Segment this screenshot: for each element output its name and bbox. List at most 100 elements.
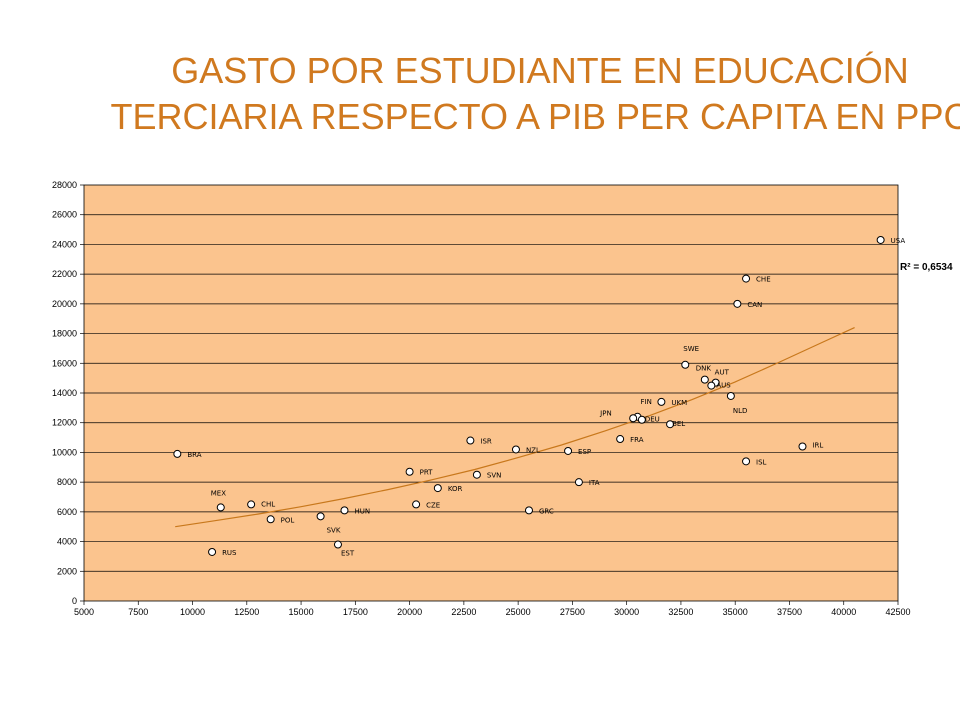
point-label-svk: SVK	[327, 526, 341, 534]
x-tick-label-17500: 17500	[343, 607, 368, 617]
point-grc	[524, 506, 533, 515]
point-usa	[876, 235, 885, 244]
y-tick-label-14000: 14000	[52, 388, 77, 398]
point-label-can: CAN	[747, 301, 762, 309]
point-aus	[707, 381, 716, 390]
y-tick-label-6000: 6000	[57, 507, 77, 517]
x-tick-label-37500: 37500	[777, 607, 802, 617]
point-label-aut: AUT	[715, 369, 730, 377]
x-tick-label-32500: 32500	[668, 607, 693, 617]
point-nzl	[511, 445, 520, 454]
point-label-usa: USA	[891, 237, 906, 245]
point-svk	[316, 512, 325, 521]
point-prt	[405, 467, 414, 476]
y-tick-label-28000: 28000	[52, 180, 77, 190]
x-tick-label-7500: 7500	[128, 607, 148, 617]
point-label-esp: ESP	[578, 448, 591, 456]
point-chl	[247, 500, 256, 509]
y-tick-label-12000: 12000	[52, 418, 77, 428]
x-tick-label-42500: 42500	[885, 607, 910, 617]
x-tick-label-15000: 15000	[289, 607, 314, 617]
point-label-bra: BRA	[187, 451, 201, 459]
point-pol	[266, 515, 275, 524]
point-isl	[742, 457, 751, 466]
point-fra	[616, 435, 625, 444]
point-label-chl: CHL	[261, 500, 275, 508]
point-est	[333, 540, 342, 549]
point-isr	[466, 436, 475, 445]
chart-title: GASTO POR ESTUDIANTE EN EDUCACIÓN TERCIA…	[60, 48, 960, 140]
chart-title-line-2: TERCIARIA RESPECTO A PIB PER CAPITA EN P…	[110, 96, 960, 137]
point-label-svn: SVN	[487, 472, 501, 480]
point-bra	[173, 449, 182, 458]
point-label-rus: RUS	[222, 549, 237, 557]
r-squared-label: R² = 0,6534	[900, 262, 953, 273]
y-tick-label-10000: 10000	[52, 447, 77, 457]
point-dnk	[700, 375, 709, 384]
point-label-prt: PRT	[420, 469, 434, 477]
point-label-pol: POL	[281, 516, 295, 524]
point-deu	[637, 415, 646, 424]
point-hun	[340, 506, 349, 515]
point-label-ukm: UKM	[671, 399, 687, 407]
x-tick-label-5000: 5000	[74, 607, 94, 617]
point-che	[742, 274, 751, 283]
chart-title-line-1: GASTO POR ESTUDIANTE EN EDUCACIÓN	[171, 50, 909, 91]
point-nld	[726, 391, 735, 400]
point-label-jpn: JPN	[599, 409, 612, 417]
point-can	[733, 299, 742, 308]
x-tick-label-25000: 25000	[506, 607, 531, 617]
point-mex	[216, 503, 225, 512]
point-label-irl: IRL	[812, 441, 823, 449]
point-swe	[681, 360, 690, 369]
y-tick-label-24000: 24000	[52, 239, 77, 249]
point-esp	[564, 446, 573, 455]
point-svn	[472, 470, 481, 479]
trend-line	[175, 327, 855, 528]
point-label-fra: FRA	[630, 436, 644, 444]
point-label-dnk: DNK	[696, 365, 712, 373]
point-label-nzl: NZL	[526, 446, 540, 454]
y-tick-label-0: 0	[72, 596, 77, 606]
point-label-deu: DEU	[645, 416, 660, 424]
y-tick-label-16000: 16000	[52, 358, 77, 368]
point-label-isr: ISR	[480, 438, 492, 446]
point-label-fin: FIN	[641, 398, 652, 406]
y-tick-label-18000: 18000	[52, 329, 77, 339]
x-tick-label-35000: 35000	[723, 607, 748, 617]
y-tick-label-20000: 20000	[52, 299, 77, 309]
point-cze	[412, 500, 421, 509]
y-tick-label-4000: 4000	[57, 537, 77, 547]
point-label-che: CHE	[756, 276, 771, 284]
y-tick-label-2000: 2000	[57, 566, 77, 576]
x-tick-label-27500: 27500	[560, 607, 585, 617]
point-irl	[798, 442, 807, 451]
point-label-aus: AUS	[716, 382, 731, 390]
point-label-est: EST	[341, 550, 355, 558]
y-tick-label-8000: 8000	[57, 477, 77, 487]
point-label-kor: KOR	[448, 485, 463, 493]
y-tick-label-22000: 22000	[52, 269, 77, 279]
x-tick-label-40000: 40000	[831, 607, 856, 617]
point-kor	[433, 484, 442, 493]
point-label-swe: SWE	[683, 345, 699, 353]
point-ukm	[657, 397, 666, 406]
point-label-bel: BEL	[672, 420, 685, 428]
point-label-mex: MEX	[211, 489, 226, 497]
point-label-isl: ISL	[756, 458, 767, 466]
x-tick-label-30000: 30000	[614, 607, 639, 617]
x-tick-label-12500: 12500	[234, 607, 259, 617]
point-rus	[208, 547, 217, 556]
x-tick-label-20000: 20000	[397, 607, 422, 617]
point-label-ita: ITA	[589, 479, 600, 487]
point-label-grc: GRC	[539, 507, 554, 515]
point-jpn	[629, 414, 638, 423]
x-tick-label-22500: 22500	[451, 607, 476, 617]
point-label-hun: HUN	[354, 507, 370, 515]
y-tick-label-26000: 26000	[52, 210, 77, 220]
point-label-nld: NLD	[733, 407, 748, 415]
point-bel	[666, 420, 675, 429]
point-label-cze: CZE	[426, 501, 440, 509]
point-ita	[574, 478, 583, 487]
